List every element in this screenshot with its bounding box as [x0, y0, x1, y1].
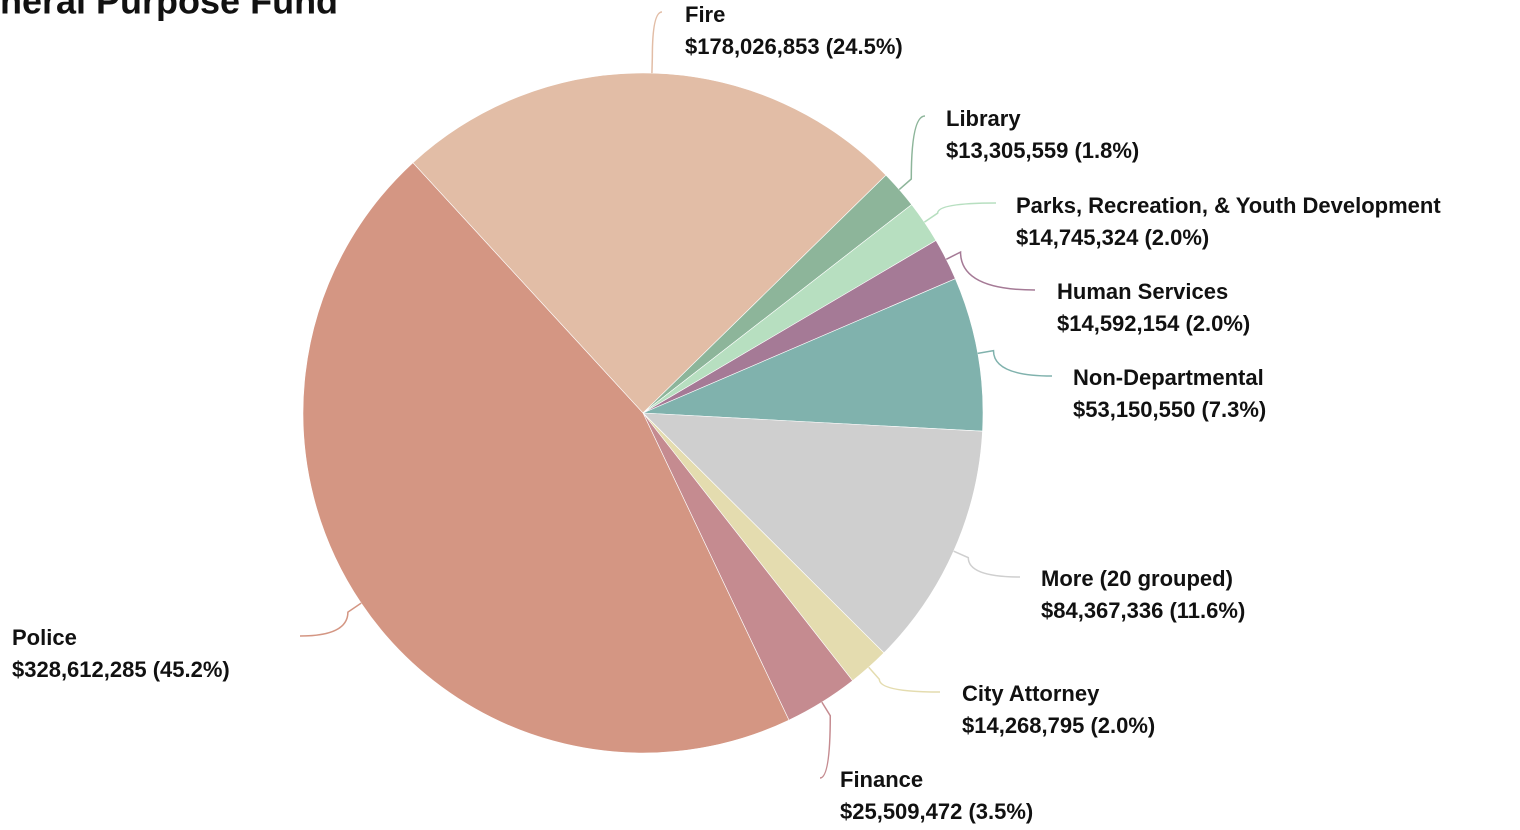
chart-title: neral Purpose Fund: [0, 0, 338, 22]
pie-slice: [412, 72, 887, 414]
slice-label: Fire: [685, 2, 725, 27]
leader-line: [953, 550, 1021, 578]
slice-value-label: $84,367,336 (11.6%): [1041, 598, 1245, 623]
slice-value-label: $14,268,795 (2.0%): [962, 713, 1155, 738]
slice-value-label: $328,612,285 (45.2%): [12, 657, 230, 682]
leader-line: [945, 250, 1036, 291]
leader-line: [898, 115, 926, 191]
slice-label: City Attorney: [962, 681, 1100, 706]
slice-label: Finance: [840, 767, 923, 792]
leader-line: [868, 666, 941, 693]
slice-value-label: $13,305,559 (1.8%): [946, 138, 1139, 163]
pie-slice: [642, 412, 983, 654]
slice-value-label: $178,026,853 (24.5%): [685, 34, 903, 59]
slice-label: Human Services: [1057, 279, 1228, 304]
leader-line: [819, 701, 832, 779]
leader-line: [299, 602, 362, 637]
leader-line: [977, 349, 1053, 377]
pie-slice: [642, 278, 984, 432]
pie-slice: [302, 162, 790, 754]
slice-value-label: $25,509,472 (3.5%): [840, 799, 1033, 824]
slice-label: Parks, Recreation, & Youth Development: [1016, 193, 1441, 218]
leader-line: [923, 202, 997, 223]
slice-value-label: $14,745,324 (2.0%): [1016, 225, 1209, 250]
slice-label: Non-Departmental: [1073, 365, 1264, 390]
leader-line: [651, 11, 663, 74]
slice-value-label: $53,150,550 (7.3%): [1073, 397, 1266, 422]
slice-value-label: $14,592,154 (2.0%): [1057, 311, 1250, 336]
slice-label: Police: [12, 625, 77, 650]
slice-label: Library: [946, 106, 1021, 131]
slice-label: More (20 grouped): [1041, 566, 1233, 591]
